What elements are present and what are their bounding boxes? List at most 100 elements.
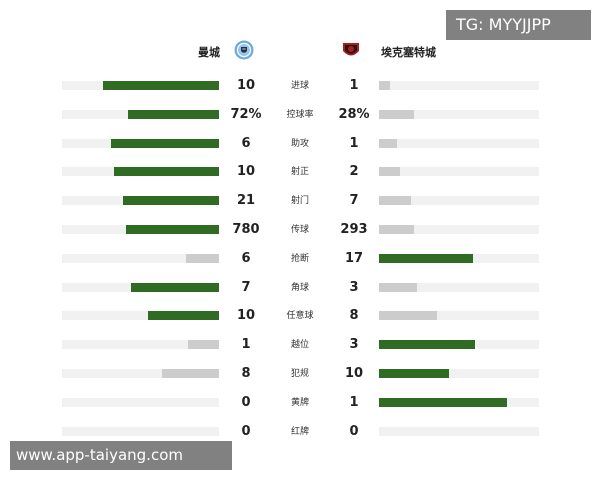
home-stat-track <box>62 225 219 234</box>
stat-label: 进球 <box>290 81 309 91</box>
exeter-city-crest-icon <box>343 43 359 56</box>
away-stat-track <box>379 196 539 206</box>
stat-label: 角球 <box>290 282 309 293</box>
home-stat-bar <box>127 109 219 119</box>
home-stat-value: 10 <box>236 164 256 180</box>
stat-label: 抢断 <box>290 253 309 264</box>
home-stat-value: 0 <box>241 394 251 410</box>
stat-label: 黄牌 <box>290 397 309 408</box>
stat-row: 7 角球 3 <box>0 278 600 298</box>
stat-row: 6 抢断 17 <box>0 249 600 269</box>
home-stat-value: 72% <box>230 106 262 122</box>
away-stat-value: 8 <box>349 308 359 324</box>
home-stat-value: 6 <box>241 250 251 266</box>
away-stat-bar <box>379 397 507 407</box>
away-stat-value: 17 <box>344 250 364 266</box>
away-stat-track <box>379 109 539 119</box>
away-stat-track <box>379 369 539 378</box>
stat-label: 射正 <box>290 167 309 178</box>
match-header: 曼城 埃克塞特城 <box>0 0 600 70</box>
away-stat-track <box>379 225 539 234</box>
home-stat-track <box>62 311 219 321</box>
home-stat-bar <box>102 81 219 90</box>
home-stat-bar <box>131 282 219 292</box>
home-stat-track <box>62 426 219 436</box>
home-stat-value: 21 <box>236 193 256 209</box>
away-stat-bar <box>379 196 411 206</box>
stat-label: 传球 <box>290 225 309 235</box>
away-stat-value: 3 <box>349 279 359 295</box>
home-stat-value: 8 <box>241 366 251 381</box>
away-stat-value: 1 <box>349 78 359 93</box>
stat-row: 0 红牌 0 <box>0 422 600 442</box>
away-stat-value: 1 <box>349 394 359 410</box>
stat-label: 控球率 <box>286 109 314 120</box>
away-stat-track <box>379 340 539 350</box>
stat-label: 任意球 <box>286 311 314 322</box>
away-stat-value: 1 <box>349 135 359 151</box>
away-stat-bar <box>379 138 397 148</box>
away-stat-value: 0 <box>349 423 359 439</box>
home-stat-track <box>62 369 219 378</box>
stat-label: 犯规 <box>290 369 309 379</box>
stat-row: 0 黄牌 1 <box>0 393 600 413</box>
home-stat-bar <box>186 253 219 263</box>
stat-row: 10 进球 1 <box>0 76 600 96</box>
home-stat-track <box>62 167 219 177</box>
away-team-name: 埃克塞特城 <box>381 46 436 59</box>
home-stat-value: 0 <box>241 423 251 439</box>
home-stat-value: 10 <box>236 78 256 93</box>
away-stat-track <box>379 282 539 292</box>
home-stat-bar <box>162 369 219 378</box>
away-stat-bar <box>379 225 415 234</box>
home-stat-track <box>62 138 219 148</box>
home-stat-bar <box>110 138 219 148</box>
away-stat-bar <box>379 340 475 350</box>
home-stat-value: 6 <box>241 135 251 151</box>
stat-row: 780 传球 293 <box>0 220 600 240</box>
stat-row: 8 犯规 10 <box>0 364 600 384</box>
stat-label: 助攻 <box>290 138 309 149</box>
home-stat-bar <box>126 225 219 234</box>
away-stat-track <box>379 253 539 263</box>
stat-row: 6 助攻 1 <box>0 134 600 154</box>
manchester-city-crest-icon <box>234 40 254 60</box>
stat-row: 72% 控球率 28% <box>0 105 600 125</box>
away-stat-value: 28% <box>338 106 370 122</box>
away-stat-value: 10 <box>344 366 364 381</box>
home-stat-bar <box>123 196 219 206</box>
away-stat-track <box>379 138 539 148</box>
home-stat-value: 1 <box>241 337 251 353</box>
home-stat-bar <box>187 340 219 350</box>
url-watermark: www.app-taiyang.com <box>10 441 232 470</box>
home-stat-track <box>62 196 219 206</box>
home-stat-value: 780 <box>232 222 260 237</box>
away-stat-bar <box>379 311 437 321</box>
stat-label: 射门 <box>290 196 309 207</box>
away-stat-track <box>379 397 539 407</box>
away-stat-bar <box>379 81 391 90</box>
away-stat-value: 7 <box>349 193 359 209</box>
away-stat-track <box>379 426 539 436</box>
home-stat-bar <box>148 311 219 321</box>
home-stat-track <box>62 340 219 350</box>
away-stat-value: 293 <box>340 222 368 237</box>
away-stat-bar <box>379 109 415 119</box>
home-team-name: 曼城 <box>198 46 220 59</box>
stat-label: 红牌 <box>290 426 309 437</box>
home-stat-bar <box>113 167 219 177</box>
away-stat-track <box>379 311 539 321</box>
stat-label: 越位 <box>290 340 309 351</box>
home-stat-track <box>62 81 219 90</box>
away-stat-value: 3 <box>349 337 359 353</box>
home-stat-track <box>62 109 219 119</box>
tg-watermark: TG: MYYJJPP <box>446 10 591 40</box>
away-stat-track <box>379 81 539 90</box>
away-stat-bar <box>379 253 474 263</box>
home-stat-track <box>62 397 219 407</box>
stat-row: 1 越位 3 <box>0 335 600 355</box>
away-stat-bar <box>379 167 400 177</box>
home-stat-value: 7 <box>241 279 251 295</box>
home-stat-value: 10 <box>236 308 256 324</box>
home-stat-track <box>62 282 219 292</box>
